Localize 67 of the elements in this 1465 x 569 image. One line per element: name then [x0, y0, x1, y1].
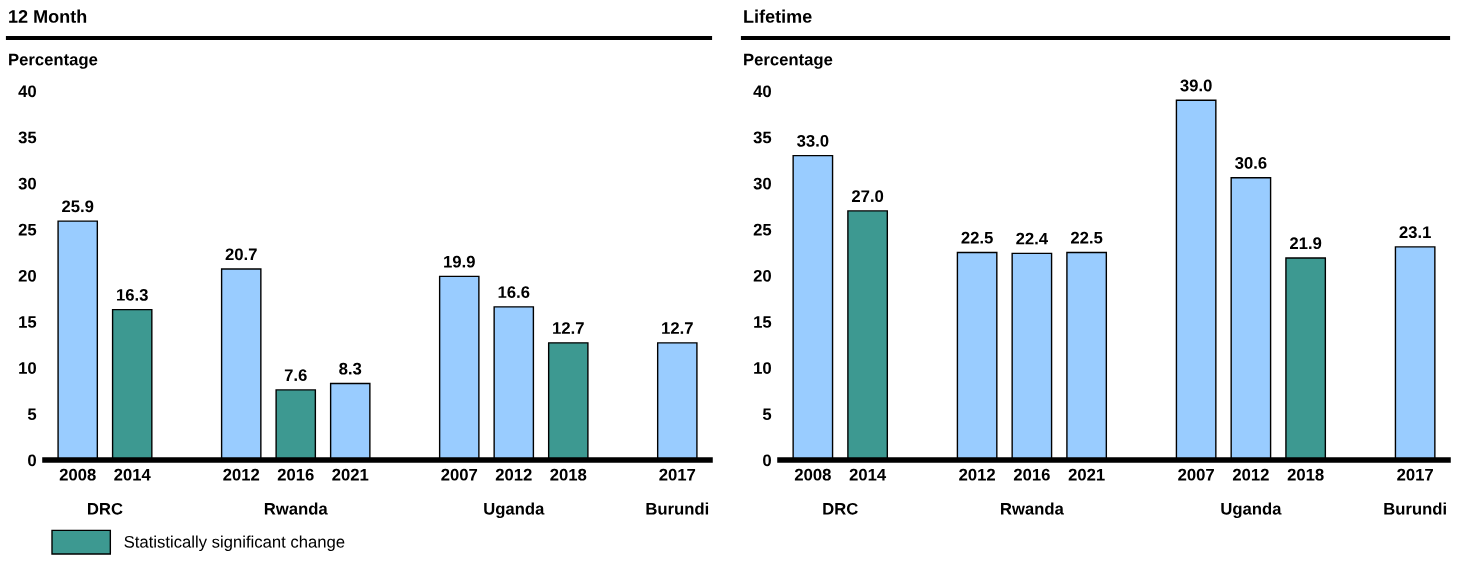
- y-tick-label: 15: [754, 316, 772, 328]
- legend-label: Statistically significant change: [124, 535, 345, 552]
- y-tick-label: 5: [27, 408, 37, 421]
- x-tick-label: 2017: [1397, 468, 1433, 481]
- data-label: 25.9: [62, 200, 94, 213]
- x-tick-label: 2012: [1232, 468, 1269, 481]
- y-tick-label: 30: [753, 177, 771, 190]
- y-tick-label: 10: [19, 362, 36, 374]
- y-tick-label: 15: [19, 316, 37, 328]
- data-label: 21.9: [1290, 237, 1322, 250]
- x-tick-label: 2014: [114, 468, 151, 481]
- y-tick-label: 30: [18, 177, 36, 190]
- data-label: 22.5: [1070, 231, 1103, 244]
- text: Burundi: [1384, 502, 1446, 515]
- data-label: 8.3: [339, 362, 362, 375]
- x-tick-label: 2017: [659, 468, 696, 481]
- y-tick-label: 35: [18, 131, 37, 144]
- data-label: 30.6: [1235, 157, 1267, 169]
- data-label: 23.1: [1399, 226, 1431, 239]
- y-tick-label: 40: [18, 85, 36, 98]
- y-tick-label: 5: [762, 408, 772, 421]
- y-tick-label: 40: [753, 85, 771, 98]
- y-axis-title: Percentage: [9, 53, 98, 69]
- y-tick-label: 20: [753, 269, 771, 282]
- data-label: 20.7: [225, 248, 257, 261]
- x-tick-label: 2021: [332, 468, 369, 481]
- data-label: 22.5: [961, 231, 993, 244]
- x-tick-label: 2012: [223, 468, 260, 481]
- text: Uganda: [484, 502, 545, 519]
- x-tick-label: 2018: [1287, 468, 1324, 481]
- data-label: 27.0: [851, 190, 884, 203]
- data-label: 16.3: [117, 288, 148, 301]
- x-tick-label: 2012: [495, 468, 532, 481]
- x-tick-label: 2008: [794, 468, 831, 481]
- text: Rwanda: [1001, 502, 1064, 515]
- x-tick-label: 2014: [849, 468, 887, 481]
- chart-title: 12 Month: [9, 9, 87, 23]
- data-label: 33.0: [797, 134, 829, 147]
- x-tick-label: 2007: [1178, 468, 1214, 481]
- data-label: 12.7: [662, 322, 693, 334]
- data-label: 39.0: [1180, 79, 1212, 92]
- data-label: 7.6: [284, 369, 307, 382]
- y-tick-label: 0: [28, 454, 36, 467]
- x-tick-label: 2018: [550, 468, 587, 481]
- x-tick-label: 2007: [441, 468, 478, 481]
- text: DRC: [88, 502, 123, 515]
- data-label: 22.4: [1016, 232, 1048, 245]
- y-tick-label: 10: [754, 362, 771, 374]
- y-tick-label: 35: [753, 131, 772, 144]
- data-label: 16.6: [498, 286, 530, 299]
- x-tick-label: 2021: [1068, 468, 1105, 481]
- x-tick-label: 2012: [959, 468, 995, 481]
- y-tick-label: 25: [18, 223, 37, 236]
- y-tick-label: 0: [763, 454, 771, 467]
- x-tick-label: 2016: [277, 468, 314, 481]
- y-axis-title: Percentage: [744, 53, 833, 69]
- text: Uganda: [1221, 502, 1282, 519]
- chart-title: Lifetime: [744, 9, 812, 23]
- data-label: 19.9: [444, 255, 475, 268]
- x-tick-label: 2008: [59, 468, 96, 481]
- text: Rwanda: [264, 502, 328, 515]
- text: DRC: [823, 502, 858, 515]
- x-tick-label: 2016: [1013, 468, 1050, 481]
- y-tick-label: 20: [18, 269, 36, 282]
- text: Burundi: [646, 502, 709, 515]
- data-label: 12.7: [553, 322, 584, 334]
- y-tick-label: 25: [753, 223, 772, 236]
